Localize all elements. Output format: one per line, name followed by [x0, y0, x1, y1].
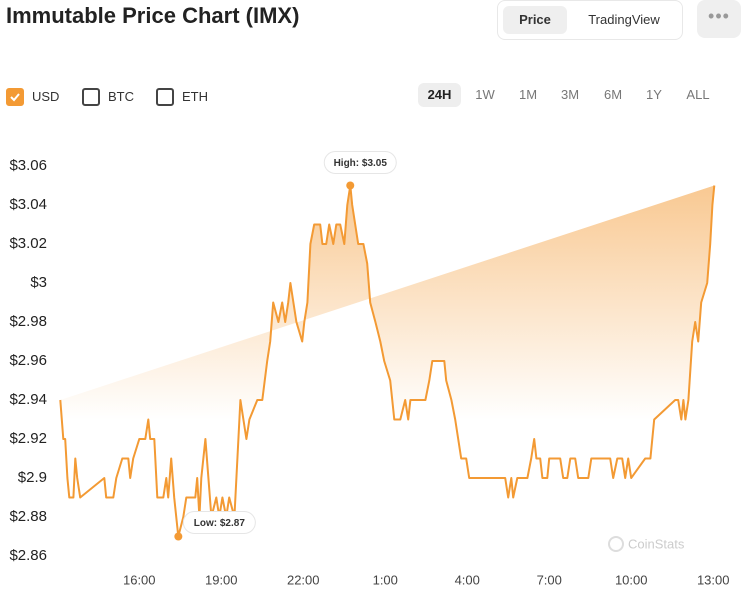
- y-tick-label: $2.86: [9, 547, 47, 564]
- x-tick-label: 10:00: [615, 572, 648, 587]
- range-button[interactable]: 1Y: [646, 87, 662, 102]
- range-button[interactable]: 1M: [518, 87, 538, 102]
- checkbox: [6, 88, 24, 106]
- tab-group: Price TradingView: [497, 0, 683, 40]
- x-tick-label: 1:00: [373, 572, 398, 587]
- tab[interactable]: Price: [503, 6, 567, 34]
- annotation-label: Low: $2.87: [194, 518, 246, 529]
- range-button[interactable]: 1W: [475, 87, 495, 102]
- y-tick-label: $2.92: [9, 430, 47, 447]
- x-tick-label: 19:00: [205, 572, 238, 587]
- annotation-box: [182, 511, 256, 534]
- y-tick-label: $2.88: [9, 508, 47, 525]
- y-tick-label: $3: [30, 274, 47, 291]
- currency-checkbox[interactable]: USD: [6, 88, 59, 106]
- range-button[interactable]: ALL: [686, 87, 710, 102]
- x-tick-label: 13:00: [697, 572, 730, 587]
- annotation-box: [323, 151, 397, 174]
- x-tick-label: 22:00: [287, 572, 320, 587]
- range-button[interactable]: 3M: [560, 87, 580, 102]
- label: BTC: [108, 89, 134, 104]
- extreme-marker: [174, 532, 183, 541]
- price-line: [59, 184, 716, 538]
- label: ETH: [182, 89, 208, 104]
- checkbox: [82, 88, 100, 106]
- checkbox: [156, 88, 174, 106]
- y-tick-label: $3.02: [9, 235, 47, 252]
- label: USD: [32, 89, 60, 104]
- annotation-label: High: $3.05: [334, 158, 388, 169]
- x-tick-label: 16:00: [123, 572, 156, 587]
- y-tick-label: $2.96: [9, 352, 47, 369]
- y-tick-label: $2.98: [9, 313, 47, 330]
- tab[interactable]: TradingView: [588, 12, 660, 27]
- currency-checkbox[interactable]: BTC: [82, 88, 134, 106]
- x-tick-label: 4:00: [455, 572, 480, 587]
- y-tick-label: $3.04: [9, 196, 47, 213]
- watermark: CoinStats: [628, 536, 685, 551]
- y-tick-label: $3.06: [9, 157, 47, 174]
- x-tick-label: 7:00: [537, 572, 562, 587]
- y-tick-label: $2.94: [9, 391, 47, 408]
- check-icon: [10, 93, 20, 102]
- chart-title: Immutable Price Chart (IMX): [6, 3, 300, 28]
- extreme-marker: [346, 181, 355, 190]
- range-button[interactable]: 6M: [603, 87, 623, 102]
- range-button[interactable]: 24H: [418, 83, 461, 107]
- more-button[interactable]: •••: [697, 0, 741, 38]
- watermark-icon: [608, 536, 624, 552]
- currency-checkbox[interactable]: ETH: [156, 88, 208, 106]
- y-tick-label: $2.9: [18, 469, 47, 486]
- area: [60, 185, 715, 537]
